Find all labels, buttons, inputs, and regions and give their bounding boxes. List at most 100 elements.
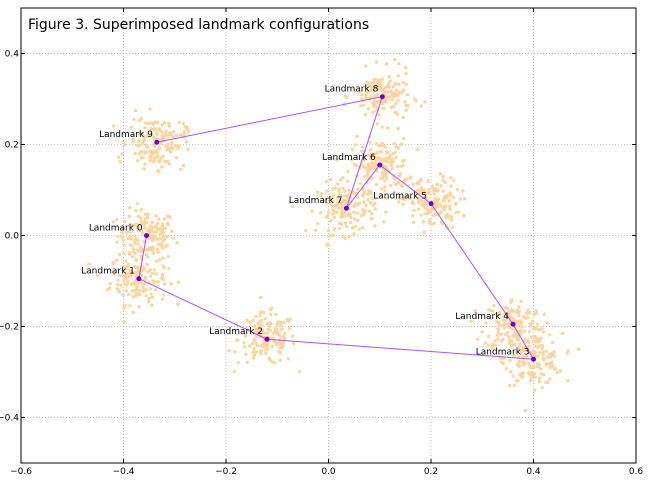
sample-point: [355, 187, 360, 191]
sample-point: [264, 351, 268, 356]
mean-point: [136, 276, 142, 282]
sample-point: [261, 331, 266, 335]
sample-point: [397, 61, 401, 66]
sample-point: [535, 364, 540, 369]
sample-point: [150, 235, 155, 240]
sample-point: [152, 160, 156, 164]
sample-point: [148, 268, 152, 272]
sample-point: [493, 339, 497, 343]
sample-point: [146, 212, 150, 217]
sample-point: [127, 214, 131, 218]
sample-point: [324, 179, 329, 184]
x-axis: −0.6 −0.4 −0.2 0.0 0.2 0.4 0.6: [10, 8, 643, 477]
sample-point: [522, 329, 527, 333]
sample-point: [151, 142, 156, 147]
sample-point: [534, 340, 538, 344]
sample-point: [550, 340, 555, 345]
sample-point: [380, 193, 384, 198]
sample-point: [258, 313, 262, 317]
sample-point: [494, 343, 498, 347]
sample-point: [533, 375, 538, 380]
sample-point: [541, 353, 545, 357]
sample-point: [186, 129, 191, 134]
sample-point: [137, 143, 142, 147]
sample-point: [404, 108, 408, 112]
sample-point: [127, 252, 132, 256]
sample-point: [165, 221, 170, 226]
sample-point: [170, 229, 174, 234]
sample-point: [377, 83, 381, 88]
sample-point: [432, 213, 436, 218]
sample-point: [366, 153, 370, 157]
sample-point: [547, 377, 552, 381]
sample-point: [423, 100, 427, 104]
sample-point: [443, 204, 448, 209]
sample-point: [511, 374, 515, 378]
sample-point: [160, 123, 164, 127]
sample-point: [268, 358, 272, 363]
landmark-label: Landmark 2: [209, 327, 263, 337]
sample-point: [261, 344, 266, 349]
sample-point: [286, 357, 290, 361]
sample-point: [394, 110, 398, 115]
sample-point: [427, 208, 431, 213]
sample-point: [143, 282, 147, 286]
sample-point: [532, 312, 536, 317]
sample-point: [242, 341, 246, 345]
sample-point: [373, 207, 377, 211]
sample-point: [509, 298, 514, 303]
sample-point: [329, 177, 333, 182]
sample-point: [410, 200, 415, 204]
sample-point: [360, 193, 365, 198]
sample-point: [374, 100, 378, 105]
sample-point: [123, 271, 127, 275]
sample-point: [171, 129, 176, 134]
sample-point: [131, 295, 135, 299]
sample-point: [149, 121, 154, 125]
landmark-label: Landmark 3: [476, 347, 530, 357]
sample-point: [142, 138, 147, 142]
sample-point: [341, 186, 345, 191]
sample-point: [352, 217, 357, 221]
sample-point: [501, 357, 506, 361]
sample-point: [280, 345, 284, 350]
sample-point: [499, 332, 503, 337]
x-tick-label: 0.4: [526, 467, 541, 477]
sample-point: [544, 380, 548, 385]
sample-point: [501, 362, 506, 366]
sample-point: [506, 330, 510, 335]
sample-point: [165, 234, 170, 239]
sample-point: [121, 293, 125, 297]
landmark-label: Landmark 1: [81, 267, 135, 277]
y-axis: −0.4 −0.2 0.0 0.2 0.4: [0, 50, 636, 424]
sample-point: [508, 338, 512, 342]
sample-point: [452, 179, 456, 183]
sample-point: [486, 334, 491, 339]
sample-point: [483, 341, 488, 345]
sample-point: [248, 344, 252, 348]
sample-point: [339, 193, 343, 197]
sample-point: [160, 275, 164, 279]
sample-point: [129, 237, 134, 241]
sample-point: [277, 333, 282, 338]
sample-point: [388, 79, 392, 83]
sample-point: [449, 193, 453, 197]
sample-point: [149, 126, 153, 131]
sample-point: [256, 321, 260, 326]
sample-point: [498, 310, 502, 314]
sample-point: [531, 364, 536, 369]
sample-point: [405, 92, 410, 97]
sample-point: [144, 288, 148, 292]
sample-point: [87, 262, 91, 266]
sample-point: [135, 201, 140, 206]
sample-point: [429, 222, 434, 226]
sample-point: [160, 297, 165, 301]
sample-point: [463, 197, 467, 201]
sample-point: [495, 320, 499, 324]
sample-point: [160, 241, 164, 245]
sample-point: [502, 323, 506, 327]
sample-point: [383, 171, 388, 176]
sample-point: [374, 60, 379, 64]
sample-point: [154, 214, 158, 218]
